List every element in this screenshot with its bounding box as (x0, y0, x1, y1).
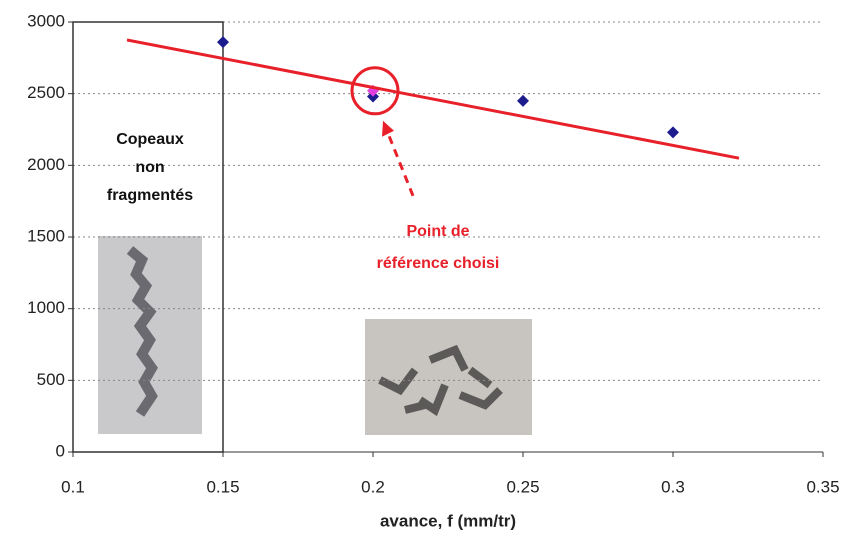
annotation: référence choisi (377, 255, 500, 272)
y-tick-label: 1500 (27, 226, 65, 245)
arrow (385, 130, 415, 197)
x-tick-label: 0.25 (506, 477, 539, 496)
highlight-circle (350, 66, 400, 116)
chip-photo-left (98, 236, 202, 434)
x-tick-label: 0.3 (661, 477, 685, 496)
arrow-head (382, 120, 394, 137)
point (667, 126, 679, 139)
y-tick-label: 0 (56, 441, 65, 460)
point (517, 94, 529, 107)
y-tick-label: 500 (37, 370, 65, 389)
annotation: fragmentés (107, 187, 193, 204)
annotation: Point de (406, 223, 469, 240)
y-tick-label: 2000 (27, 155, 65, 174)
annotation: non (135, 159, 164, 176)
x-tick-label: 0.2 (361, 477, 385, 496)
point (217, 36, 229, 49)
y-tick-label: 2500 (27, 83, 65, 102)
x-tick-label: 0.1 (61, 477, 85, 496)
x-tick-label: 0.15 (206, 477, 239, 496)
region-box (72, 21, 224, 453)
x-tick-label: 0.35 (806, 477, 839, 496)
trend-line (126, 38, 740, 160)
chip-photo-right (365, 319, 532, 435)
annotation: Copeaux (116, 131, 184, 148)
y-tick-label: 3000 (27, 11, 65, 30)
y-tick-label: 1000 (27, 298, 65, 317)
x-axis-label: avance, f (mm/tr) (380, 511, 516, 530)
